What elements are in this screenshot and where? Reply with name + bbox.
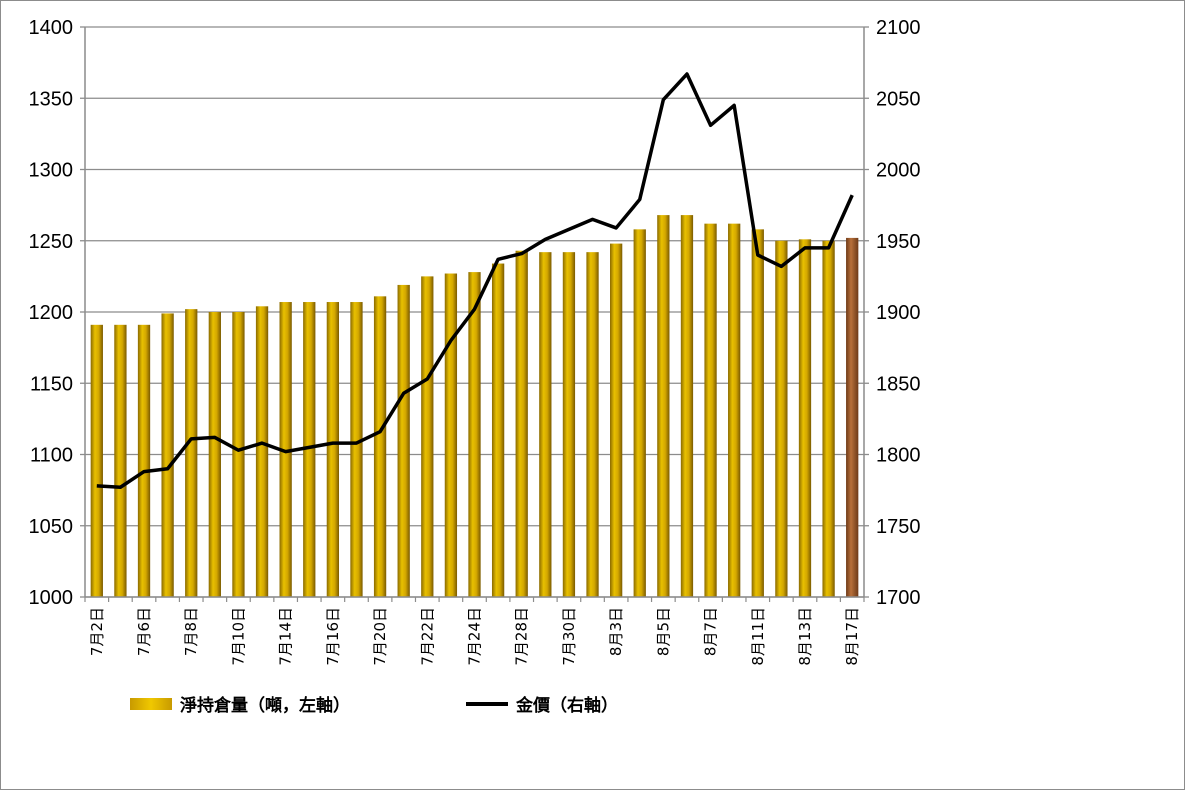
right-tick-label: 1900 xyxy=(876,302,921,324)
bar xyxy=(421,276,434,598)
axes xyxy=(80,26,869,602)
line-series-gold-price xyxy=(96,72,854,490)
bar xyxy=(515,250,528,597)
bar xyxy=(539,252,552,597)
x-tick-label: 8月3日 xyxy=(607,607,625,656)
x-tick-label: 7月8日 xyxy=(182,607,200,656)
bar xyxy=(303,302,316,597)
x-tick-label: 7月28日 xyxy=(513,607,531,666)
right-tick-label: 2000 xyxy=(876,160,921,182)
x-tick-label: 8月17日 xyxy=(843,607,861,666)
x-tick-label: 7月6日 xyxy=(135,607,153,656)
legend-label-gold-price: 金價（右軸） xyxy=(515,695,618,716)
bar xyxy=(468,272,481,597)
left-axis-ticks: 1000 1050 1100 1150 1200 1250 1300 1350 1400 xyxy=(29,17,74,609)
bar xyxy=(137,324,151,597)
gold-price-line xyxy=(96,72,854,490)
left-tick-label: 1000 xyxy=(29,587,74,609)
bar xyxy=(562,252,576,597)
left-tick-label: 1100 xyxy=(30,445,73,467)
left-tick-label: 1350 xyxy=(29,88,74,110)
bar xyxy=(444,273,458,597)
x-tick-label: 7月24日 xyxy=(466,607,484,666)
legend-label-holdings: 淨持倉量（噸，左軸） xyxy=(180,695,350,716)
bar xyxy=(279,302,292,597)
bar xyxy=(350,302,363,597)
x-tick-label: 7月2日 xyxy=(88,607,106,656)
bar xyxy=(751,229,764,597)
bar xyxy=(798,239,812,597)
bar-series-holdings xyxy=(90,215,859,598)
bar xyxy=(586,252,599,597)
right-tick-label: 2050 xyxy=(876,88,921,110)
left-tick-label: 1150 xyxy=(30,373,73,395)
bar xyxy=(775,240,788,597)
right-tick-label: 1950 xyxy=(876,231,921,253)
x-tick-label: 7月20日 xyxy=(371,607,389,666)
legend: 淨持倉量（噸，左軸） 金價（右軸） xyxy=(130,695,618,716)
left-tick-label: 1400 xyxy=(29,17,74,39)
left-tick-label: 1250 xyxy=(29,231,74,253)
bar xyxy=(208,312,221,597)
bar xyxy=(633,229,646,597)
bar xyxy=(822,240,835,597)
bar xyxy=(846,237,859,597)
bar xyxy=(373,296,387,597)
bar xyxy=(232,312,245,597)
x-tick-label: 8月13日 xyxy=(796,607,814,666)
bar xyxy=(90,324,103,597)
left-tick-label: 1050 xyxy=(29,516,74,538)
bar xyxy=(657,215,670,597)
x-tick-label: 7月14日 xyxy=(277,607,295,666)
bar xyxy=(704,223,717,597)
x-axis-ticks: 7月2日 7月6日 7月8日 7月10日 7月14日 7月16日 7月20日 7月22日 7月2… xyxy=(88,607,861,666)
bar xyxy=(255,306,269,597)
x-tick-label: 7月30日 xyxy=(560,607,578,666)
legend-swatch-holdings xyxy=(130,698,172,710)
x-tick-label: 8月5日 xyxy=(654,607,672,656)
right-tick-label: 2100 xyxy=(876,17,921,39)
bar xyxy=(326,302,340,597)
bar xyxy=(397,284,410,597)
x-tick-label: 8月7日 xyxy=(702,607,720,656)
bar xyxy=(185,309,198,597)
bar xyxy=(161,313,174,597)
bar xyxy=(680,215,694,597)
x-tick-label: 7月10日 xyxy=(229,607,247,666)
x-tick-label: 7月16日 xyxy=(324,607,342,666)
bar xyxy=(728,223,741,597)
bar xyxy=(491,263,505,597)
x-tick-label: 8月11日 xyxy=(749,607,767,666)
right-tick-label: 1850 xyxy=(876,373,921,395)
right-tick-label: 1750 xyxy=(876,516,921,538)
bar xyxy=(114,324,127,597)
right-axis-ticks: 1700 1750 1800 1850 1900 1950 2000 2050 2100 xyxy=(876,17,921,609)
right-tick-label: 1700 xyxy=(876,587,921,609)
bar xyxy=(610,243,623,597)
left-tick-label: 1300 xyxy=(29,160,74,182)
left-tick-label: 1200 xyxy=(29,302,74,324)
x-tick-label: 7月22日 xyxy=(418,607,436,666)
right-tick-label: 1800 xyxy=(876,445,921,467)
